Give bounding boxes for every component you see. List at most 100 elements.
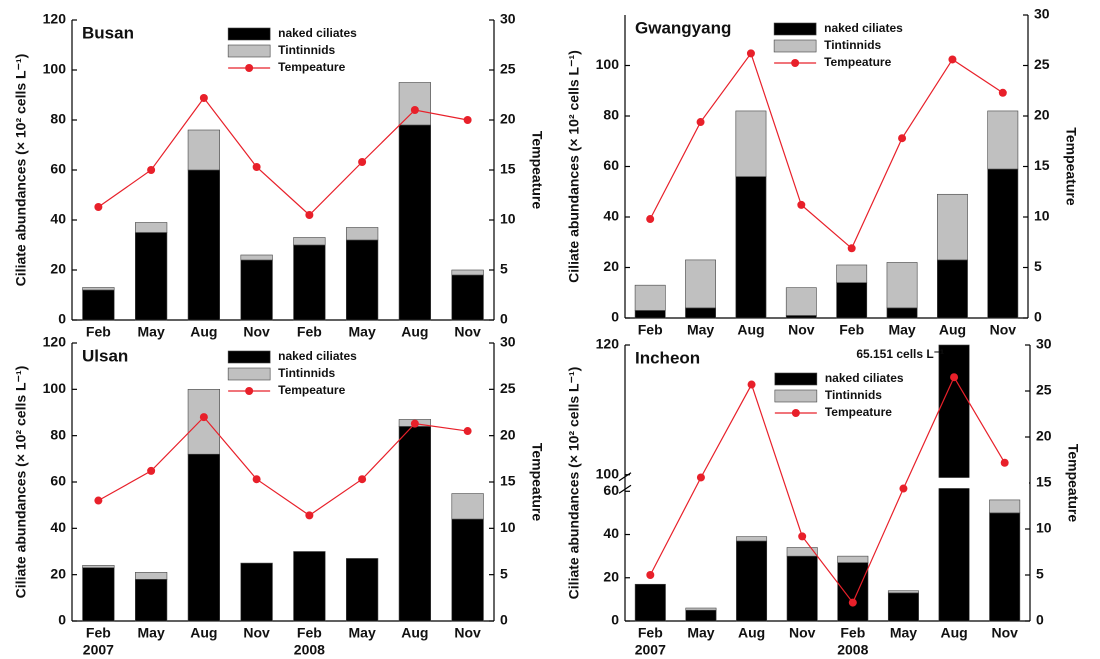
- bar-segment: [452, 270, 484, 275]
- y-tick-label: 120: [43, 11, 67, 27]
- x-tick-label: May: [888, 322, 915, 338]
- y-tick-label: 100: [43, 380, 67, 396]
- temperature-point: [849, 599, 857, 607]
- legend-label: Tintinnids: [278, 43, 335, 57]
- y2-axis-label: Tempeature: [529, 131, 545, 210]
- x-tick-label: Feb: [839, 322, 864, 338]
- legend-label: Tintinnids: [825, 388, 882, 402]
- y-axis-label: Ciliate abundances (× 10² cells L⁻¹): [566, 50, 582, 283]
- y-tick-label: 60: [603, 157, 619, 173]
- y2-tick-label: 15: [500, 161, 516, 177]
- y-tick-label: 80: [50, 426, 66, 442]
- x-tick-label: Aug: [940, 625, 967, 641]
- temperature-point: [948, 55, 956, 63]
- legend-swatch: [775, 373, 817, 385]
- temperature-point: [305, 211, 313, 219]
- bar-segment: [399, 125, 431, 320]
- y2-tick-label: 25: [500, 380, 516, 396]
- y-tick-label: 40: [603, 208, 619, 224]
- y2-tick-label: 10: [1036, 520, 1052, 536]
- year-label: 2008: [837, 642, 868, 658]
- bar-segment: [837, 265, 867, 283]
- temperature-point: [950, 373, 958, 381]
- x-tick-label: Aug: [190, 324, 217, 340]
- bar-segment: [736, 537, 766, 541]
- bar-segment: [452, 275, 484, 320]
- bar-segment: [888, 593, 918, 621]
- temperature-point: [358, 158, 366, 166]
- x-tick-label: Feb: [86, 324, 111, 340]
- bar-segment: [188, 389, 220, 454]
- bar-segment: [346, 240, 378, 320]
- bar-segment: [188, 170, 220, 320]
- y-tick-label: 0: [58, 612, 66, 628]
- y2-axis-label: Tempeature: [1065, 444, 1081, 523]
- x-tick-label: Aug: [401, 324, 428, 340]
- bar-segment: [135, 579, 167, 621]
- y-tick-label: 120: [596, 336, 620, 352]
- y2-tick-label: 30: [1036, 336, 1052, 352]
- temperature-point: [147, 467, 155, 475]
- y2-axis-label: Tempeature: [1063, 127, 1079, 206]
- bar-segment: [399, 426, 431, 621]
- y2-tick-label: 10: [500, 211, 516, 227]
- bar-segment: [786, 288, 816, 316]
- bar-segment: [736, 177, 766, 318]
- legend-label: Tempeature: [278, 383, 345, 397]
- panel-title: Busan: [82, 23, 134, 42]
- x-tick-label: Aug: [738, 625, 765, 641]
- legend-label: Tempeature: [278, 60, 345, 74]
- legend-swatch: [775, 390, 817, 402]
- bar-segment: [135, 223, 167, 233]
- y-axis-label: Ciliate abundances (× 10² cells L⁻¹): [566, 367, 582, 600]
- y2-tick-label: 15: [1034, 157, 1050, 173]
- y2-tick-label: 10: [1034, 208, 1050, 224]
- y-tick-label: 40: [603, 525, 619, 541]
- temperature-point: [253, 163, 261, 171]
- temperature-point: [1001, 459, 1009, 467]
- y2-tick-label: 30: [1034, 6, 1050, 22]
- temperature-point: [697, 473, 705, 481]
- bar-segment: [787, 547, 817, 556]
- x-tick-label: May: [687, 322, 714, 338]
- year-label: 2007: [635, 642, 666, 658]
- bar-segment: [635, 285, 665, 310]
- y2-tick-label: 0: [500, 311, 508, 327]
- y-tick-label: 20: [50, 565, 66, 581]
- bar-segment: [188, 454, 220, 621]
- y2-axis-label: Tempeature: [529, 443, 545, 522]
- y-axis-label: Ciliate abundances (× 10² cells L⁻¹): [13, 366, 29, 599]
- x-tick-label: Feb: [86, 625, 111, 641]
- temperature-point: [747, 49, 755, 57]
- temperature-point: [697, 118, 705, 126]
- temperature-point: [848, 244, 856, 252]
- bar-segment: [887, 308, 917, 318]
- temperature-point: [798, 532, 806, 540]
- legend-label: naked ciliates: [825, 371, 904, 385]
- y2-tick-label: 20: [500, 426, 516, 442]
- year-label: 2007: [83, 642, 114, 658]
- legend-swatch: [228, 368, 270, 380]
- x-tick-label: May: [349, 625, 376, 641]
- y-tick-label: 20: [603, 258, 619, 274]
- temperature-point: [94, 203, 102, 211]
- y-tick-label: 80: [50, 111, 66, 127]
- bar-segment: [736, 111, 766, 177]
- bar-segment: [787, 556, 817, 621]
- x-tick-label: Feb: [297, 324, 322, 340]
- bar-segment: [83, 290, 115, 320]
- bar-segment: [346, 228, 378, 241]
- bar-segment: [685, 260, 715, 308]
- bar-segment: [452, 519, 484, 621]
- x-tick-label: Nov: [991, 625, 1018, 641]
- x-tick-label: Nov: [243, 324, 270, 340]
- y-tick-label: 20: [603, 568, 619, 584]
- temperature-point: [899, 485, 907, 493]
- y2-tick-label: 5: [500, 261, 508, 277]
- bar-segment: [635, 584, 665, 621]
- y-tick-label: 120: [43, 334, 67, 350]
- y2-tick-label: 30: [500, 334, 516, 350]
- bar-segment: [241, 563, 273, 621]
- bar-segment: [83, 288, 115, 291]
- y2-tick-label: 10: [500, 519, 516, 535]
